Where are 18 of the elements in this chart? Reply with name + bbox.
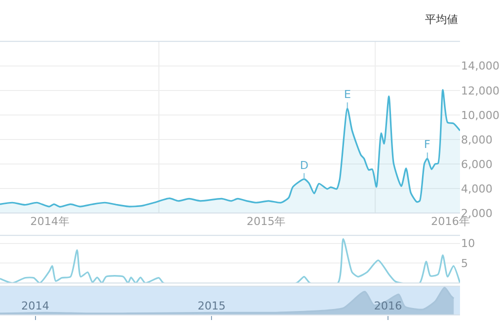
- annotation: F: [424, 138, 430, 151]
- text: 平均値: [425, 13, 458, 26]
- y-tick-label: 6,000: [461, 158, 492, 171]
- line-series: [0, 238, 460, 284]
- y-tick-label: 5: [461, 257, 468, 270]
- x-tick-label: 2016: [374, 300, 402, 313]
- y-tick-label: 12,000: [461, 84, 500, 98]
- y-tick-label: 10,000: [461, 108, 500, 122]
- annotation: D: [300, 159, 308, 172]
- y-tick-label: 4,000: [461, 182, 492, 196]
- y-tick-label: 10: [461, 237, 475, 250]
- x-tick-label: 2015年: [246, 215, 286, 228]
- x-tick-label: 2014: [21, 300, 50, 313]
- y-tick-label: 8,000: [461, 133, 492, 146]
- x-tick-label: 2015: [198, 300, 226, 313]
- y-tick-label: 14,000: [461, 60, 500, 73]
- annotation: E: [344, 88, 351, 101]
- x-tick-label: 2014年: [30, 215, 70, 228]
